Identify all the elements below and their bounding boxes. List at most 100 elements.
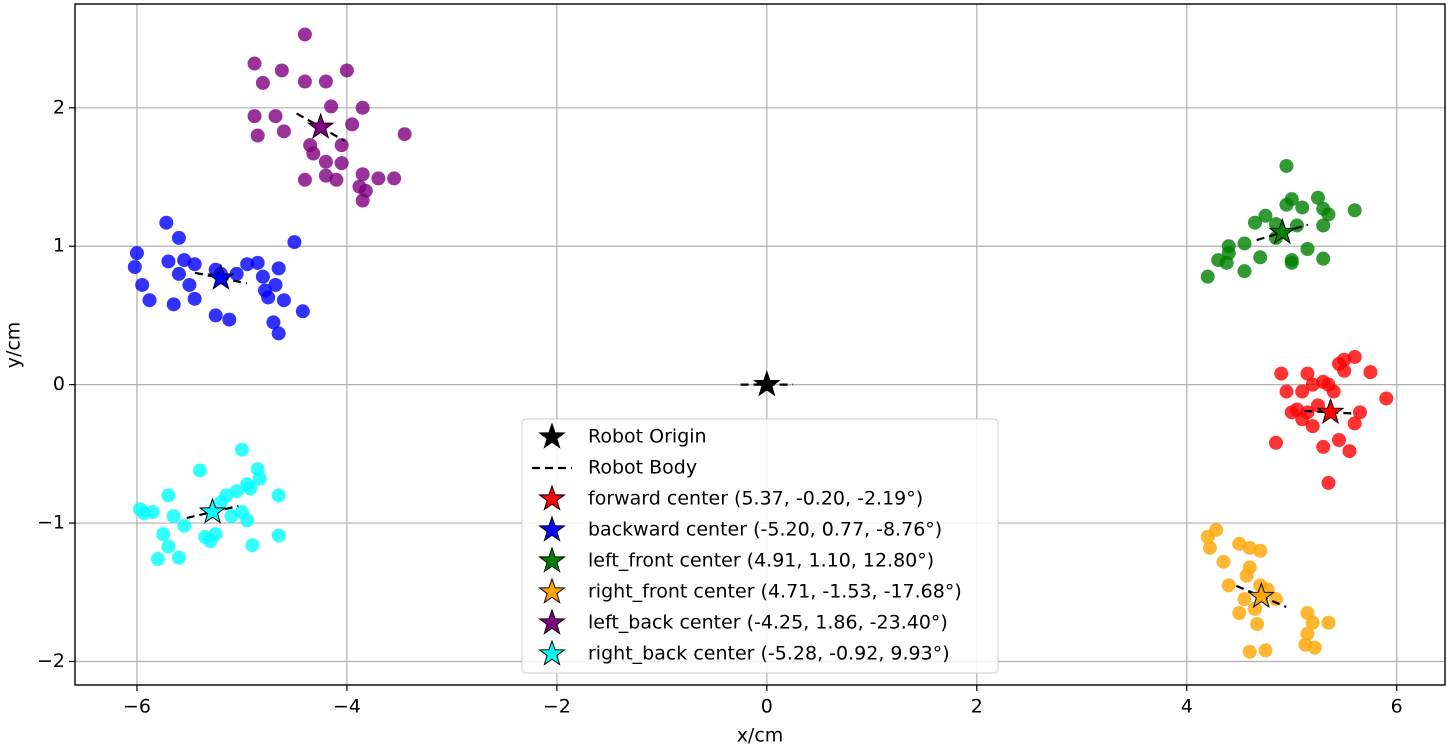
scatter-point <box>252 471 267 486</box>
legend-marker <box>538 422 566 449</box>
scatter-point <box>182 277 197 292</box>
scatter-point <box>1242 560 1257 575</box>
scatter-point <box>208 527 223 542</box>
scatter-point <box>240 477 255 492</box>
scatter-point <box>329 172 344 187</box>
scatter-point <box>1242 644 1257 659</box>
scatter-point <box>250 128 265 143</box>
scatter-point <box>171 550 186 565</box>
scatter-point <box>318 74 333 89</box>
scatter-point <box>1232 536 1247 551</box>
scatter-point <box>345 117 360 132</box>
legend-marker <box>538 515 566 542</box>
scatter-point <box>1253 250 1268 265</box>
legend-label: left_front center (4.91, 1.10, 12.80°) <box>588 550 934 572</box>
scatter-point <box>1295 412 1310 427</box>
center-star <box>198 497 227 524</box>
y-tick-label: −2 <box>37 650 65 672</box>
scatter-point <box>161 539 176 554</box>
legend-marker <box>538 608 566 635</box>
legend-box <box>521 418 999 674</box>
center-star <box>1247 581 1276 609</box>
scatter-point <box>1232 606 1247 621</box>
scatter-point <box>1295 384 1310 399</box>
scatter-point <box>1258 643 1273 658</box>
y-axis-label: y/cm <box>3 322 25 369</box>
scatter-point <box>208 308 223 323</box>
scatter-point <box>1284 255 1299 270</box>
legend: Robot Origin Robot Body forward center (5.… <box>521 418 999 674</box>
scatter-point <box>1347 416 1362 431</box>
scatter-point <box>274 63 289 78</box>
scatter-point <box>166 509 181 524</box>
scatter-point <box>387 171 402 186</box>
y-tick-label: 0 <box>53 373 65 395</box>
scatter-point <box>161 254 176 269</box>
scatter-point <box>355 193 370 208</box>
scatter-point <box>1352 405 1367 420</box>
scatter-point <box>355 100 370 115</box>
scatter-point <box>1326 384 1341 399</box>
scatter-point <box>1247 215 1262 230</box>
y-tick-label: −1 <box>37 512 65 534</box>
scatter-point <box>371 171 386 186</box>
scatter-point <box>192 463 207 478</box>
x-tick-label: −4 <box>333 696 361 718</box>
scatter-point <box>306 146 321 161</box>
scatter-point <box>1221 239 1236 254</box>
scatter-point <box>171 230 186 245</box>
scatter-point <box>234 442 249 457</box>
scatter-point <box>156 527 171 542</box>
origin-star <box>753 370 781 397</box>
scatter-point <box>1300 626 1315 641</box>
scatter-point <box>318 168 333 183</box>
scatter-point <box>187 257 202 272</box>
scatter-point <box>355 167 370 182</box>
scatter-point <box>1300 241 1315 256</box>
scatter-point <box>1279 384 1294 399</box>
legend-label: Robot Body <box>588 457 697 479</box>
scatter-point <box>245 538 260 553</box>
scatter-point <box>1258 208 1273 223</box>
scatter-point <box>1247 601 1262 616</box>
scatter-point <box>268 109 283 124</box>
scatter-point <box>247 109 262 124</box>
scatter-point <box>295 304 310 319</box>
scatter-point <box>1274 366 1289 381</box>
scatter-point <box>268 277 283 292</box>
scatter-point <box>159 215 174 230</box>
scatter-point <box>1284 405 1299 420</box>
x-tick-label: −2 <box>543 696 571 718</box>
scatter-point <box>177 518 192 533</box>
scatter-point <box>318 154 333 169</box>
scatter-point <box>276 124 291 139</box>
scatter-point <box>1305 615 1320 630</box>
scatter-point <box>1316 374 1331 389</box>
scatter-point <box>222 312 237 327</box>
legend-label: left_back center (-4.25, 1.86, -23.40°) <box>588 612 948 634</box>
scatter-point <box>271 261 286 276</box>
legend-marker <box>538 546 566 573</box>
scatter-point <box>1331 433 1346 448</box>
center-star <box>306 112 335 139</box>
scatter-point <box>266 315 281 330</box>
legend-marker <box>538 577 566 604</box>
scatter-point <box>142 293 157 308</box>
x-axis-label: x/cm <box>737 725 784 747</box>
legend-label: forward center (5.37, -0.20, -2.19°) <box>588 488 923 510</box>
scatter-point <box>297 172 312 187</box>
scatter-point <box>297 74 312 89</box>
scatter-point <box>1279 158 1294 173</box>
x-tick-label: 4 <box>1181 696 1193 718</box>
scatter-point <box>1219 255 1234 270</box>
scatter-point <box>135 277 150 292</box>
scatter-point <box>255 75 270 90</box>
scatter-point <box>1316 218 1331 233</box>
scatter-point <box>1305 419 1320 434</box>
scatter-point <box>229 484 244 499</box>
scatter-point <box>1237 592 1252 607</box>
scatter-point <box>334 138 349 153</box>
scatter-point <box>1316 439 1331 454</box>
scatter-point <box>1209 522 1224 537</box>
legend-label: Robot Origin <box>588 426 707 448</box>
